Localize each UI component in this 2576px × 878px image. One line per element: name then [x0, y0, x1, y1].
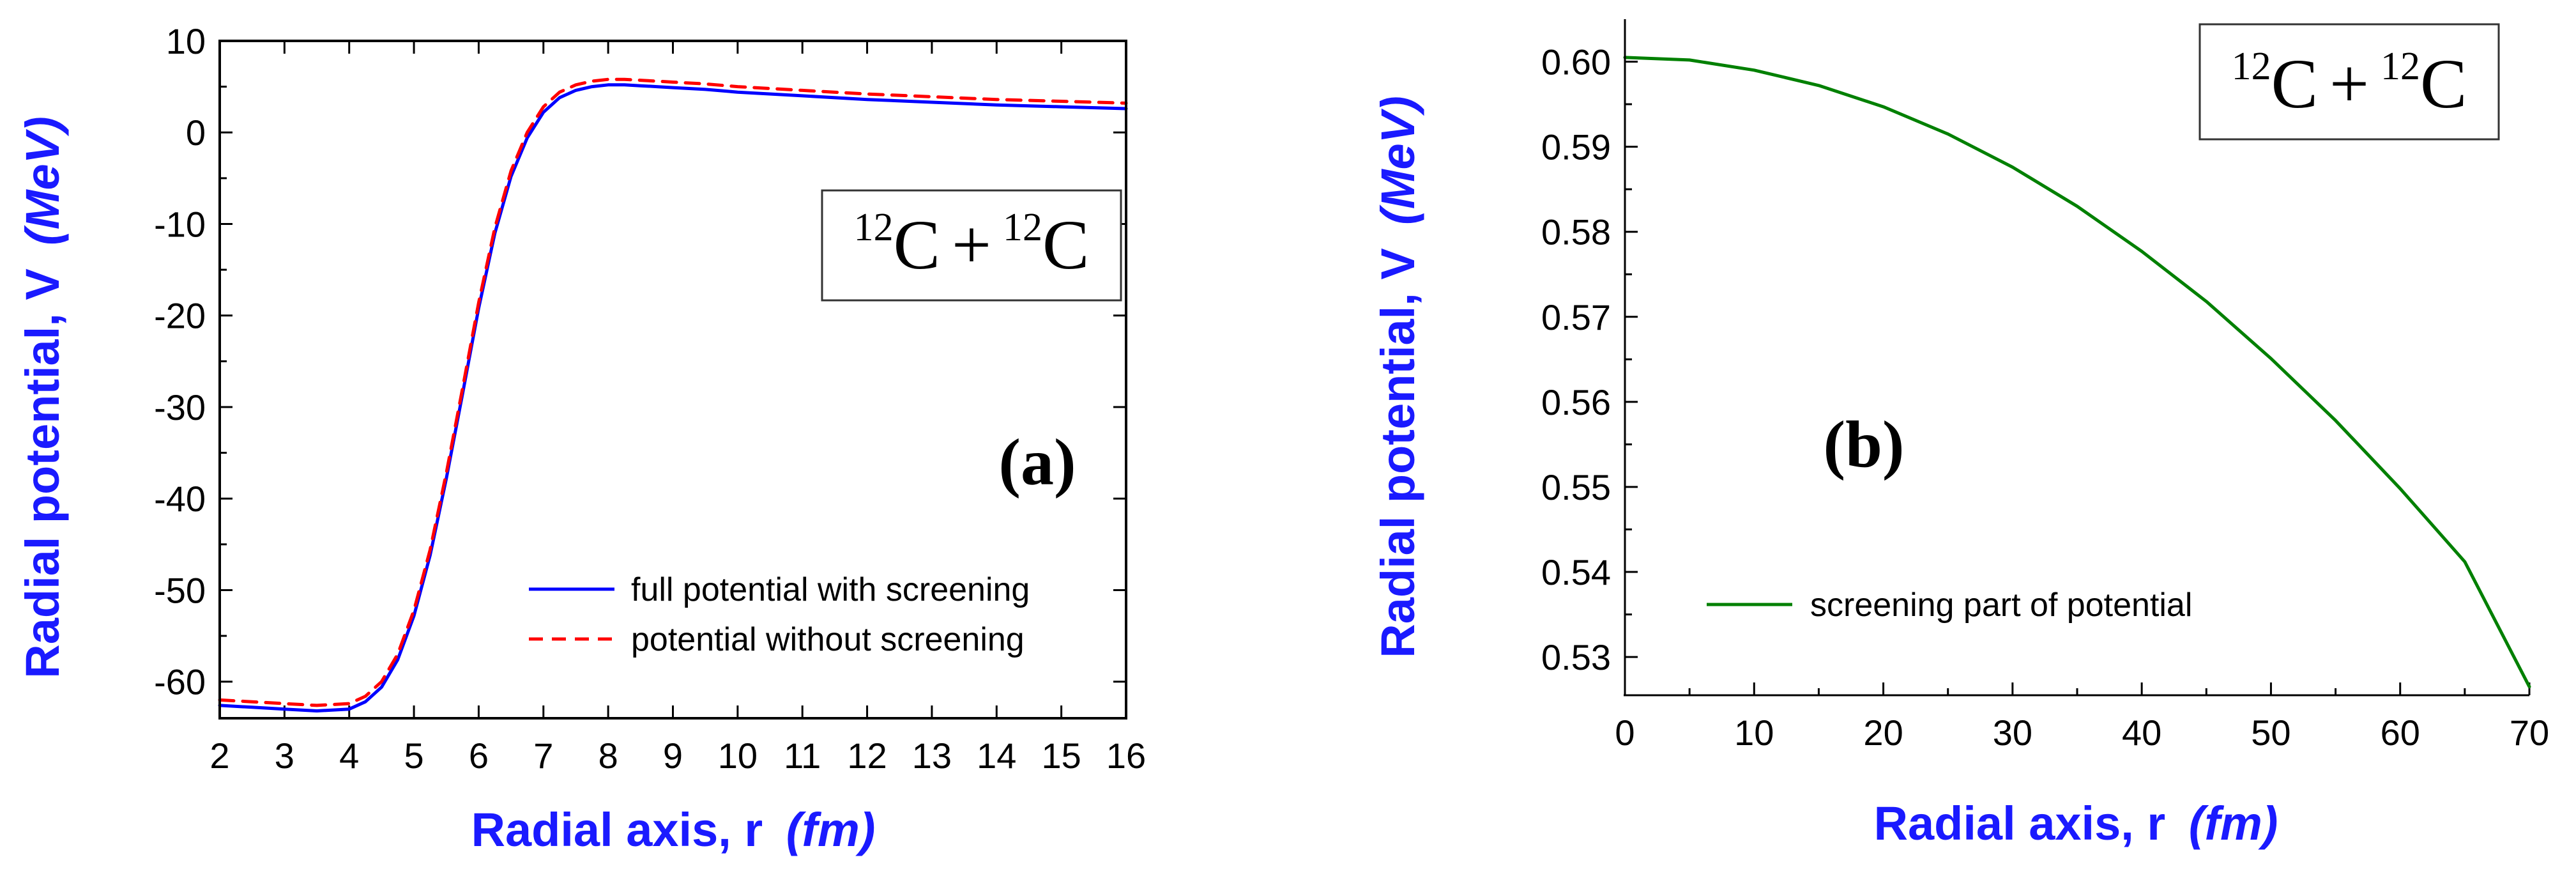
panel-b-x-tick-label: 70 — [2510, 712, 2549, 753]
panel-a-x-axis-unit: (fm) — [786, 803, 876, 856]
panel-a-x-tick-label: 14 — [977, 736, 1016, 776]
panel-a-label: (a) — [998, 426, 1076, 499]
panel-a-x-tick-label: 10 — [718, 736, 758, 776]
panel-b-x-axis-unit: (fm) — [2189, 797, 2278, 850]
panel-a-y-tick-label: -50 — [154, 570, 206, 610]
panel-a-x-tick-label: 12 — [847, 736, 887, 776]
panel-a-x-ticks: 2 3 4 5 6 7 8 9 10 11 12 13 14 15 16 — [210, 41, 1146, 776]
panel-b-y-axis-unit: (MeV) — [1371, 96, 1424, 224]
panel-a-reaction-text: 12C +12C — [854, 206, 1090, 284]
panel-b-x-tick-label: 30 — [1993, 712, 2032, 753]
panel-b-x-axis-label: Radial axis, r — [1874, 797, 2166, 850]
panel-a-x-axis-label: Radial axis, r — [471, 803, 763, 856]
panel-b-x-tick-label: 0 — [1615, 712, 1635, 753]
panel-b-reaction-operator: + — [2329, 45, 2369, 123]
panel-b-reaction-mass-2: 12 — [2381, 45, 2420, 88]
panel-b-x-tick-label: 50 — [2251, 712, 2290, 753]
panel-b-x-axis-title: Radial axis, r (fm) — [1874, 797, 2278, 850]
panel-a-series-full-potential-with-screening — [218, 83, 1128, 712]
panel-b-reaction-mass-1: 12 — [2232, 45, 2271, 88]
panel-a-y-ticks: -60 -50 -40 -30 -20 -10 0 10 — [154, 21, 1126, 702]
panel-b-y-tick-label: 0.59 — [1541, 127, 1611, 167]
panel-a-reaction-symbol-1: C — [894, 206, 940, 284]
panel-a-y-axis-unit: (MeV) — [16, 116, 69, 245]
panel-a-legend-label-full: full potential with screening — [631, 571, 1030, 608]
panel-a-y-tick-label: -40 — [154, 479, 206, 519]
panel-a-x-tick-label: 13 — [912, 736, 952, 776]
panel-b-y-tick-label: 0.60 — [1541, 42, 1611, 82]
panel-a-series-potential-without-screening — [218, 77, 1128, 707]
panel-b-reaction-text: 12C +12C — [2232, 45, 2467, 123]
panel-a-reaction-box: 12C +12C — [821, 189, 1122, 302]
panel-a-y-tick-label: -60 — [154, 662, 206, 702]
panel-b-x-tick-label: 40 — [2122, 712, 2161, 753]
panel-a-reaction-symbol-2: C — [1042, 206, 1089, 284]
panel-b-y-ticks: 0.53 0.54 0.55 0.56 0.57 0.58 0.59 0.60 — [1541, 42, 1638, 677]
panel-b-y-tick-label: 0.55 — [1541, 467, 1611, 507]
panel-b-legend-label-screening: screening part of potential — [1810, 587, 2192, 624]
panel-b-y-axis-label: Radial potential, V — [1371, 248, 1424, 658]
panel-b-x-ticks: 0 10 20 30 40 50 60 70 — [1615, 682, 2549, 753]
panel-b-y-tick-label: 0.57 — [1541, 297, 1611, 337]
panel-a-y-tick-label: -30 — [154, 387, 206, 427]
panel-a-x-tick-label: 16 — [1106, 736, 1146, 776]
panel-b-label: (b) — [1823, 408, 1904, 481]
panel-a-x-axis-title: Radial axis, r (fm) — [471, 803, 876, 856]
panel-b-reaction-symbol-2: C — [2420, 45, 2467, 123]
panel-b-reaction-box: 12C +12C — [2199, 23, 2500, 141]
panel-a-reaction-mass-2: 12 — [1003, 206, 1042, 249]
panel-a-legend: full potential with screening potential … — [529, 571, 1030, 658]
panel-a-series-layer — [218, 77, 1128, 712]
panel-a-x-tick-label: 4 — [339, 736, 359, 776]
panel-a-reaction-box-frame — [821, 189, 1122, 302]
panel-a-x-tick-label: 7 — [533, 736, 553, 776]
panel-b-y-tick-label: 0.58 — [1541, 212, 1611, 252]
panel-b-y-tick-label: 0.53 — [1541, 637, 1611, 677]
panel-a-x-tick-label: 8 — [598, 736, 618, 776]
panel-a-x-tick-label: 9 — [663, 736, 683, 776]
panel-a-y-tick-label: 0 — [186, 112, 206, 153]
panel-b-x-tick-label: 60 — [2381, 712, 2420, 753]
panel-a-y-axis-title: Radial potential, V (MeV) — [16, 116, 69, 678]
panel-b-reaction-box-frame — [2199, 23, 2500, 141]
panel-b-series-screening-part-of-potential — [1623, 56, 2531, 689]
panel-a-reaction-mass-1: 12 — [854, 206, 894, 249]
panel-b-series-layer — [1623, 56, 2531, 689]
panel-a-y-tick-label: -20 — [154, 296, 206, 336]
panel-b-x-tick-label: 10 — [1734, 712, 1774, 753]
panel-a-legend-label-unscreened: potential without screening — [631, 621, 1025, 658]
panel-a-frame — [218, 40, 1127, 720]
panel-b-reaction-symbol-1: C — [2271, 45, 2318, 123]
panel-b-legend: screening part of potential — [1707, 587, 2192, 624]
panel-a-y-tick-label: -10 — [154, 204, 206, 244]
panel-b: Radial potential, V (MeV) 0 10 20 30 40 50 60 7… — [1371, 19, 2549, 850]
panel-a: Radial potential, V (MeV) 2 3 4 5 6 7 8 9 10 11 12… — [16, 21, 1146, 856]
panel-a-x-tick-label: 15 — [1041, 736, 1081, 776]
panel-a-x-tick-label: 3 — [275, 736, 294, 776]
panel-a-reaction-operator: + — [952, 206, 991, 284]
panel-b-y-tick-label: 0.56 — [1541, 382, 1611, 422]
panel-a-x-tick-label: 6 — [469, 736, 489, 776]
panel-a-y-tick-label: 10 — [166, 21, 206, 61]
panel-b-x-tick-label: 20 — [1863, 712, 1903, 753]
panel-a-x-tick-label: 5 — [404, 736, 423, 776]
panel-a-x-tick-label: 2 — [210, 736, 229, 776]
panel-b-y-tick-label: 0.54 — [1541, 552, 1611, 592]
panel-a-x-tick-label: 11 — [784, 736, 821, 776]
panel-a-y-axis-label: Radial potential, V — [16, 268, 69, 678]
panel-b-y-axis-title: Radial potential, V (MeV) — [1371, 96, 1424, 658]
